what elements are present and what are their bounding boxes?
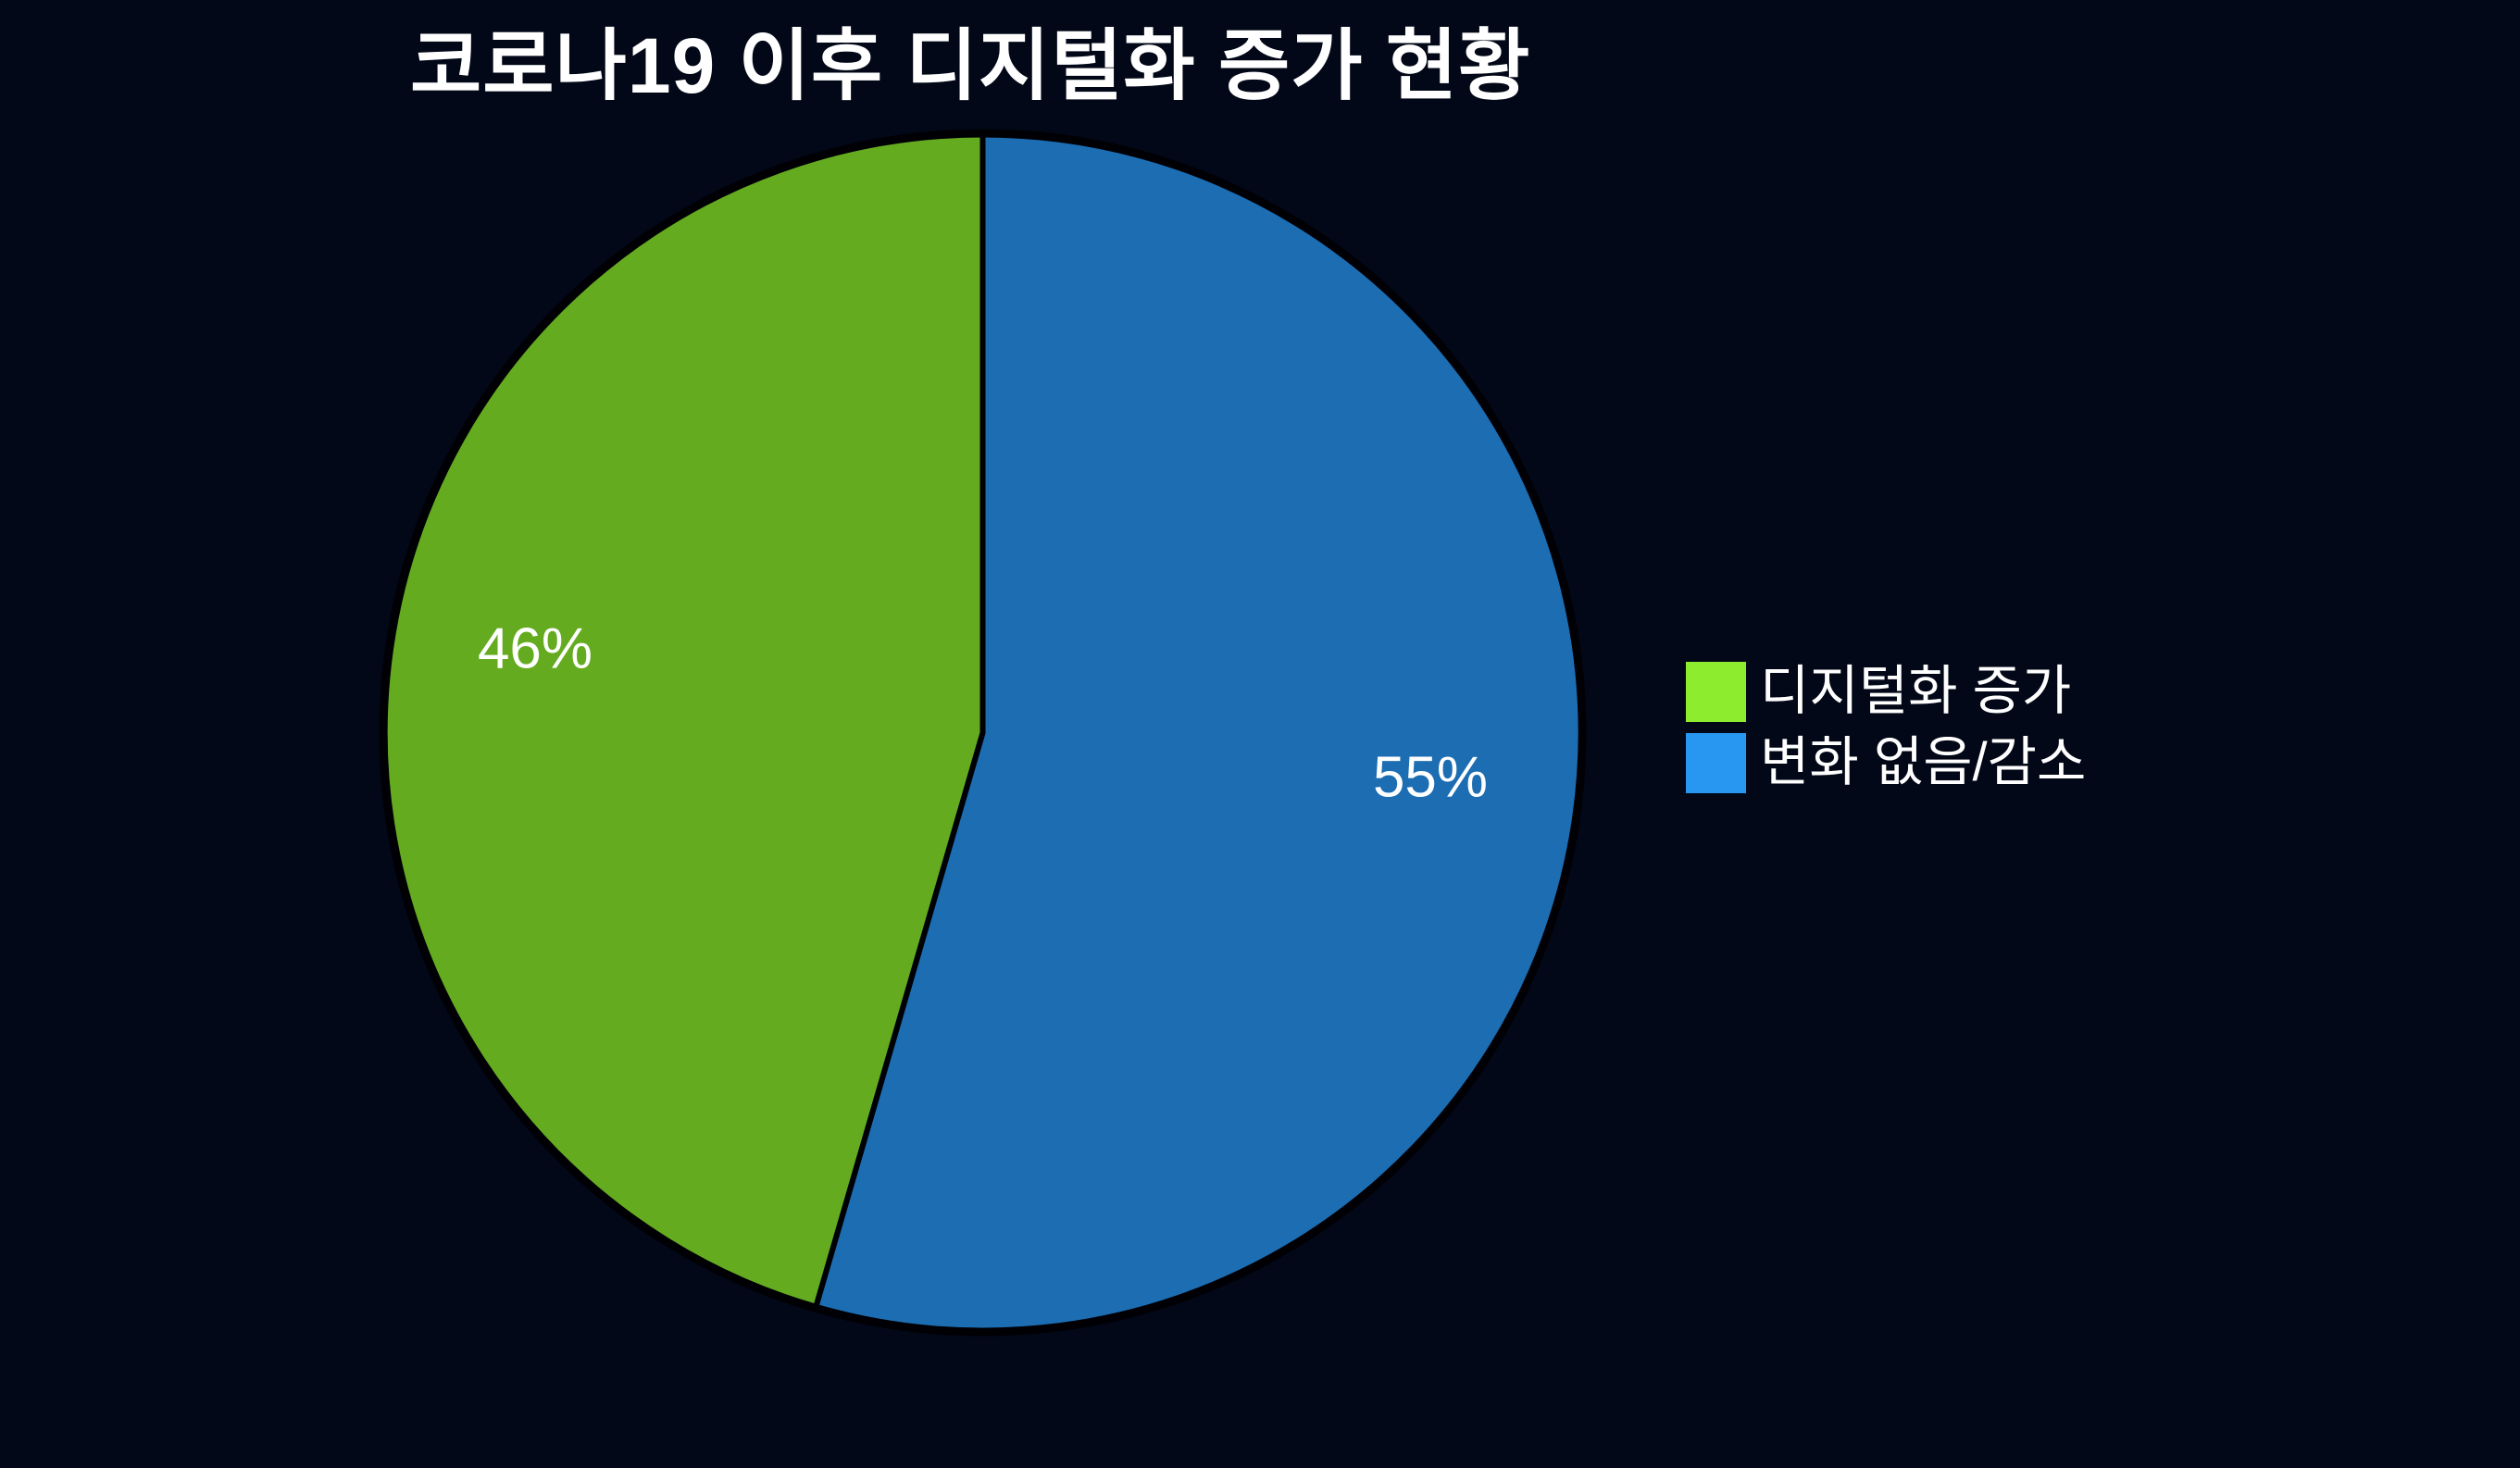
pie-slice-change-none-decrease bbox=[813, 131, 1584, 1334]
legend: 디지털화 증가 변화 없음/감소 bbox=[1686, 661, 2086, 793]
legend-item-change-none-decrease: 변화 없음/감소 bbox=[1686, 732, 2086, 793]
legend-label: 변화 없음/감소 bbox=[1760, 732, 2087, 792]
pie-slice-digitalization-increase bbox=[381, 131, 986, 1310]
legend-label: 디지털화 증가 bbox=[1760, 661, 2072, 721]
chart-title: 코로나19 이후 디지털화 증가 현황 bbox=[410, 22, 1531, 109]
legend-swatch-green bbox=[1686, 661, 1746, 722]
slice-percentage-label-blue: 55% bbox=[1372, 745, 1489, 810]
legend-item-digitalization-increase: 디지털화 증가 bbox=[1686, 661, 2086, 722]
slice-percentage-label-green: 46% bbox=[477, 616, 593, 681]
legend-swatch-blue bbox=[1686, 732, 1746, 793]
